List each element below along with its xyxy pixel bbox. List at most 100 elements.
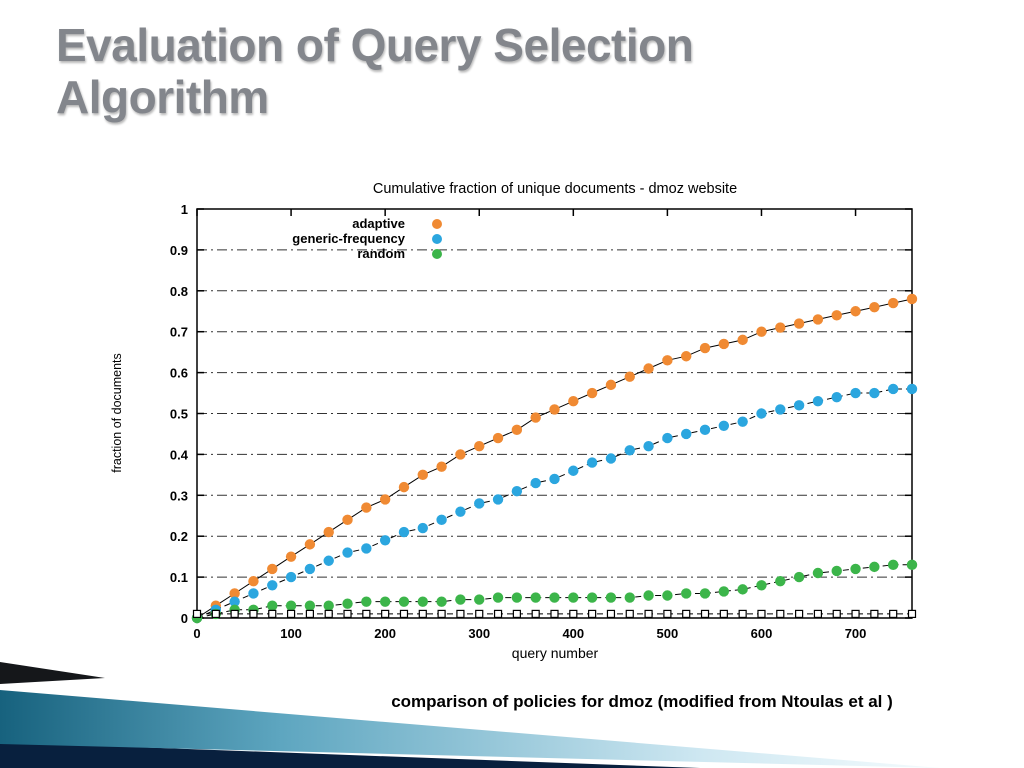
marker-generic-frequency — [361, 543, 372, 554]
marker-adaptive — [267, 563, 278, 575]
marker-adaptive — [436, 461, 447, 472]
marker-random — [605, 592, 617, 603]
decor-navy-wedge — [0, 742, 700, 768]
marker-generic-frequency — [831, 391, 842, 403]
chart-figure: Cumulative fraction of unique documents … — [100, 176, 930, 676]
legend-marker-generic-frequency — [432, 234, 442, 244]
marker-baseline-squares — [588, 609, 597, 619]
marker-baseline-squares — [870, 609, 879, 619]
marker-generic-frequency — [850, 387, 861, 399]
marker-random — [869, 561, 880, 573]
marker-random — [681, 588, 692, 599]
marker-baseline-squares — [757, 609, 766, 619]
figure-caption: comparison of policies for dmoz (modifie… — [391, 692, 893, 711]
marker-baseline-squares — [889, 609, 898, 619]
x-tick-label: 300 — [468, 626, 490, 641]
marker-random — [361, 596, 372, 607]
marker-adaptive — [850, 306, 861, 317]
marker-baseline-squares — [851, 609, 860, 619]
marker-random — [812, 567, 824, 579]
y-tick-label: 0.3 — [170, 488, 188, 503]
marker-adaptive — [812, 314, 824, 325]
marker-generic-frequency — [737, 416, 748, 427]
chart-title: Cumulative fraction of unique documents … — [373, 181, 737, 197]
marker-adaptive — [361, 502, 372, 513]
decor-black-sliver — [0, 662, 105, 684]
marker-generic-frequency — [718, 420, 730, 431]
marker-random — [417, 596, 428, 607]
marker-generic-frequency — [756, 408, 767, 419]
marker-baseline-squares — [663, 609, 672, 619]
y-tick-label: 0.5 — [170, 407, 188, 422]
marker-generic-frequency — [474, 498, 485, 509]
x-tick-label: 200 — [374, 626, 396, 641]
marker-adaptive — [869, 301, 880, 313]
marker-baseline-squares — [362, 609, 371, 619]
marker-baseline-squares — [907, 609, 917, 619]
marker-random — [342, 598, 353, 609]
marker-adaptive — [831, 310, 842, 321]
marker-random — [492, 592, 504, 603]
x-tick-label: 700 — [845, 626, 867, 641]
y-tick-label: 0 — [181, 611, 188, 626]
marker-generic-frequency — [775, 404, 786, 415]
marker-random — [850, 563, 861, 575]
marker-baseline-squares — [832, 609, 841, 619]
marker-random — [831, 565, 842, 577]
marker-adaptive — [605, 379, 617, 391]
marker-adaptive — [662, 355, 673, 366]
marker-adaptive — [417, 469, 428, 481]
marker-generic-frequency — [812, 396, 824, 407]
y-tick-label: 0.9 — [170, 243, 188, 258]
marker-adaptive — [643, 363, 654, 374]
marker-adaptive — [455, 449, 466, 460]
marker-generic-frequency — [906, 383, 918, 395]
x-tick-label: 600 — [751, 626, 773, 641]
marker-generic-frequency — [342, 547, 353, 558]
marker-baseline-squares — [795, 609, 804, 619]
marker-adaptive — [906, 293, 918, 305]
marker-generic-frequency — [323, 555, 334, 566]
chart: Cumulative fraction of unique documents … — [110, 181, 918, 661]
marker-generic-frequency — [267, 580, 278, 591]
marker-baseline-squares — [738, 609, 747, 619]
marker-generic-frequency — [699, 424, 711, 436]
marker-generic-frequency — [681, 428, 692, 440]
marker-generic-frequency — [624, 445, 635, 456]
marker-generic-frequency — [568, 465, 579, 476]
marker-baseline-squares — [192, 609, 202, 619]
marker-random — [624, 592, 635, 603]
marker-adaptive — [492, 432, 504, 444]
marker-random — [775, 575, 786, 587]
marker-adaptive — [285, 551, 297, 562]
marker-random — [887, 559, 899, 571]
marker-adaptive — [887, 297, 899, 309]
marker-random — [455, 594, 466, 605]
marker-random — [398, 596, 410, 607]
y-tick-label: 0.8 — [170, 284, 188, 299]
marker-generic-frequency — [455, 506, 466, 517]
marker-adaptive — [568, 396, 579, 407]
marker-baseline-squares — [625, 609, 634, 619]
marker-random — [285, 600, 297, 611]
marker-baseline-squares — [456, 609, 465, 619]
marker-adaptive — [304, 539, 316, 550]
marker-baseline-squares — [606, 609, 616, 619]
legend-label-random: random — [357, 246, 405, 261]
marker-generic-frequency — [605, 453, 617, 464]
legend-marker-random — [432, 249, 442, 259]
marker-generic-frequency — [549, 473, 560, 485]
marker-baseline-squares — [531, 609, 540, 619]
marker-generic-frequency — [643, 441, 654, 452]
series-line-random — [196, 564, 912, 619]
marker-adaptive — [379, 494, 391, 505]
marker-random — [643, 590, 654, 601]
marker-adaptive — [699, 342, 711, 354]
marker-adaptive — [624, 371, 635, 382]
marker-random — [474, 594, 485, 605]
marker-generic-frequency — [662, 432, 673, 444]
y-tick-label: 0.6 — [170, 366, 188, 381]
marker-baseline-squares — [719, 609, 728, 619]
marker-baseline-squares — [493, 609, 503, 619]
marker-adaptive — [474, 441, 485, 452]
